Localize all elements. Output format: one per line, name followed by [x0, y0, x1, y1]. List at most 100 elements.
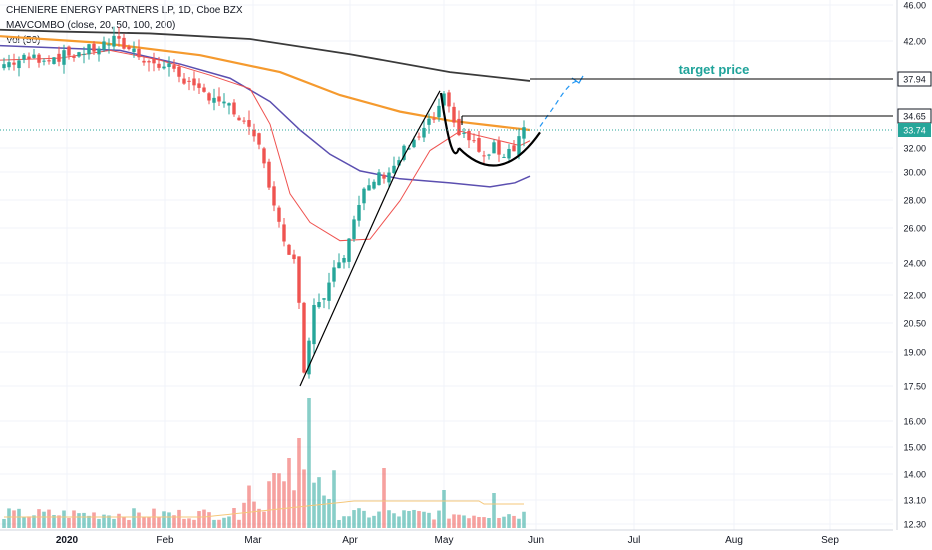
volume-bar [442, 490, 446, 528]
volume-bar [377, 511, 381, 528]
candle-body [497, 140, 501, 155]
candle-body [437, 105, 441, 118]
volume-bar [107, 515, 111, 528]
candle-body [287, 244, 291, 255]
candle-body [227, 103, 231, 106]
grid [0, 0, 893, 530]
volume-bar [422, 511, 426, 528]
candle-body [257, 133, 261, 145]
candle-body [347, 238, 351, 262]
volume-bar [302, 469, 306, 528]
trend-line [299, 162, 401, 387]
candle-body [512, 145, 516, 152]
ma50-line [0, 44, 531, 188]
candle-body [52, 57, 56, 64]
candle-body [247, 120, 251, 127]
volume-bar [82, 512, 86, 528]
volume-bar [332, 470, 336, 528]
volume-bar [372, 515, 376, 528]
handle-left-curve [439, 92, 461, 155]
projection-arrow [571, 75, 584, 84]
volume-bar [457, 514, 461, 528]
ma100-line [0, 35, 531, 132]
volume-bar [277, 473, 281, 528]
volume-bar [182, 518, 186, 528]
price-tick-label: 13.10 [903, 496, 926, 506]
volume-bar [482, 517, 486, 528]
volume-bar [42, 511, 46, 528]
candle-body [517, 136, 521, 155]
candle-body [432, 118, 436, 120]
candle-body [167, 63, 171, 67]
candle-body [237, 117, 241, 121]
volume-bar [392, 513, 396, 528]
trend-line-upper [399, 90, 441, 164]
candle-body [462, 132, 466, 134]
chart-title: CHENIERE ENERGY PARTNERS LP, 1D, Cboe BZ… [6, 5, 243, 16]
volume-bar [97, 518, 101, 528]
candle-body [102, 41, 106, 50]
volume-bar [122, 517, 126, 528]
candle-body [262, 148, 266, 164]
price-tick-label: 15.00 [903, 443, 926, 453]
candle-body [442, 93, 446, 106]
candle-body [447, 92, 451, 107]
candle-body [302, 302, 306, 373]
candle-body [87, 44, 91, 55]
volume-bar [37, 509, 41, 528]
volume-bar [7, 508, 11, 528]
candle-body [412, 139, 416, 148]
volume-bar [437, 510, 441, 528]
candle-body [477, 138, 481, 152]
volume-bar [17, 508, 21, 528]
candle-body [467, 130, 471, 141]
volume-bar [22, 517, 26, 528]
volume-bar [397, 516, 401, 528]
volume-bar [252, 501, 256, 528]
candle-body [427, 118, 431, 125]
cup-curve [458, 131, 541, 167]
candle-body [187, 80, 191, 82]
volume-bars [2, 398, 526, 528]
price-axis[interactable]: 46.00 42.00 37.94 34.65 33.74 32.00 30.00 28.00… [896, 0, 932, 530]
candle-body [402, 145, 406, 160]
candle-body [422, 127, 426, 138]
volume-bar [172, 515, 176, 528]
volume-bar [342, 516, 346, 528]
volume-bar [127, 519, 131, 528]
price-tick-label: 37.94 [903, 75, 926, 85]
candle-body [392, 165, 396, 174]
volume-bar [427, 512, 431, 528]
volume-bar [142, 517, 146, 528]
candle-body [242, 120, 246, 122]
candle-body [272, 186, 276, 206]
candle-body [317, 301, 321, 308]
volume-bar [12, 510, 16, 528]
volume-bar [177, 509, 181, 528]
level-label-box [897, 71, 932, 87]
volume-bar [487, 518, 491, 528]
volume-bar [522, 511, 526, 528]
candle-body [322, 298, 326, 300]
candle-body [342, 258, 346, 263]
volume-bar [367, 517, 371, 528]
price-tick-label: 16.00 [903, 417, 926, 427]
time-axis[interactable]: 2020 Feb Mar Apr May Jun Jul Aug Sep [0, 529, 893, 546]
candle-body [472, 140, 476, 142]
candle-body [282, 224, 286, 242]
candle-body [62, 50, 66, 65]
candle-body [112, 35, 116, 47]
candle-body [172, 65, 176, 69]
volume-bar [202, 509, 206, 528]
volume-bar [317, 477, 321, 528]
volume-bar [387, 510, 391, 528]
volume-bar [167, 512, 171, 528]
candle-body [152, 58, 156, 64]
volume-bar [52, 515, 56, 528]
volume-bar [152, 508, 156, 528]
candle-body [482, 155, 486, 157]
ma200-line [0, 28, 531, 82]
candle-body [27, 56, 31, 60]
price-tick-label: 30.00 [903, 168, 926, 178]
